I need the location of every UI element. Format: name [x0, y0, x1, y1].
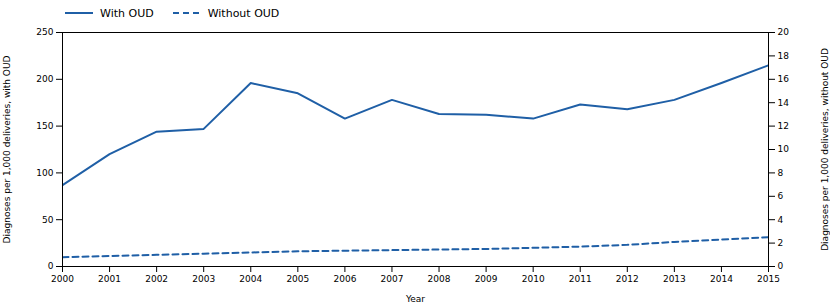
- svg-text:50: 50: [42, 215, 54, 225]
- svg-text:2013: 2013: [663, 274, 686, 284]
- svg-text:18: 18: [778, 51, 790, 61]
- svg-text:10: 10: [778, 144, 790, 154]
- svg-text:2015: 2015: [757, 274, 780, 284]
- svg-text:150: 150: [36, 121, 53, 131]
- svg-text:2009: 2009: [475, 274, 498, 284]
- svg-text:16: 16: [778, 74, 790, 84]
- svg-text:2003: 2003: [192, 274, 215, 284]
- svg-text:0: 0: [48, 261, 54, 271]
- svg-text:2002: 2002: [145, 274, 168, 284]
- svg-text:Diagnoses per 1,000 deliveries: Diagnoses per 1,000 deliveries, without …: [820, 48, 830, 251]
- html-text:Without OUD: Without OUD: [207, 6, 280, 20]
- svg-text:2012: 2012: [616, 274, 639, 284]
- svg-text:2006: 2006: [333, 274, 356, 284]
- svg-text:2: 2: [778, 238, 784, 248]
- svg-text:2007: 2007: [381, 274, 404, 284]
- svg-text:8: 8: [778, 168, 784, 178]
- svg-text:14: 14: [778, 98, 790, 108]
- svg-text:2004: 2004: [239, 274, 262, 284]
- svg-text:250: 250: [36, 27, 53, 37]
- html-text:With OUD: With OUD: [100, 6, 154, 20]
- svg-text:2005: 2005: [286, 274, 309, 284]
- svg-text:2010: 2010: [522, 274, 545, 284]
- svg-text:2014: 2014: [710, 274, 733, 284]
- svg-text:Year: Year: [405, 294, 425, 304]
- svg-text:Diagnoses per 1,000 deliveries: Diagnoses per 1,000 deliveries, with OUD: [2, 55, 12, 243]
- svg-text:2008: 2008: [428, 274, 451, 284]
- svg-text:2011: 2011: [569, 274, 592, 284]
- svg-text:20: 20: [778, 27, 790, 37]
- svg-text:2001: 2001: [98, 274, 121, 284]
- svg-text:200: 200: [36, 74, 53, 84]
- svg-text:4: 4: [778, 215, 784, 225]
- svg-text:100: 100: [36, 168, 53, 178]
- svg-text:0: 0: [778, 261, 784, 271]
- svg-text:2000: 2000: [51, 274, 74, 284]
- svg-text:6: 6: [778, 191, 784, 201]
- svg-text:12: 12: [778, 121, 789, 131]
